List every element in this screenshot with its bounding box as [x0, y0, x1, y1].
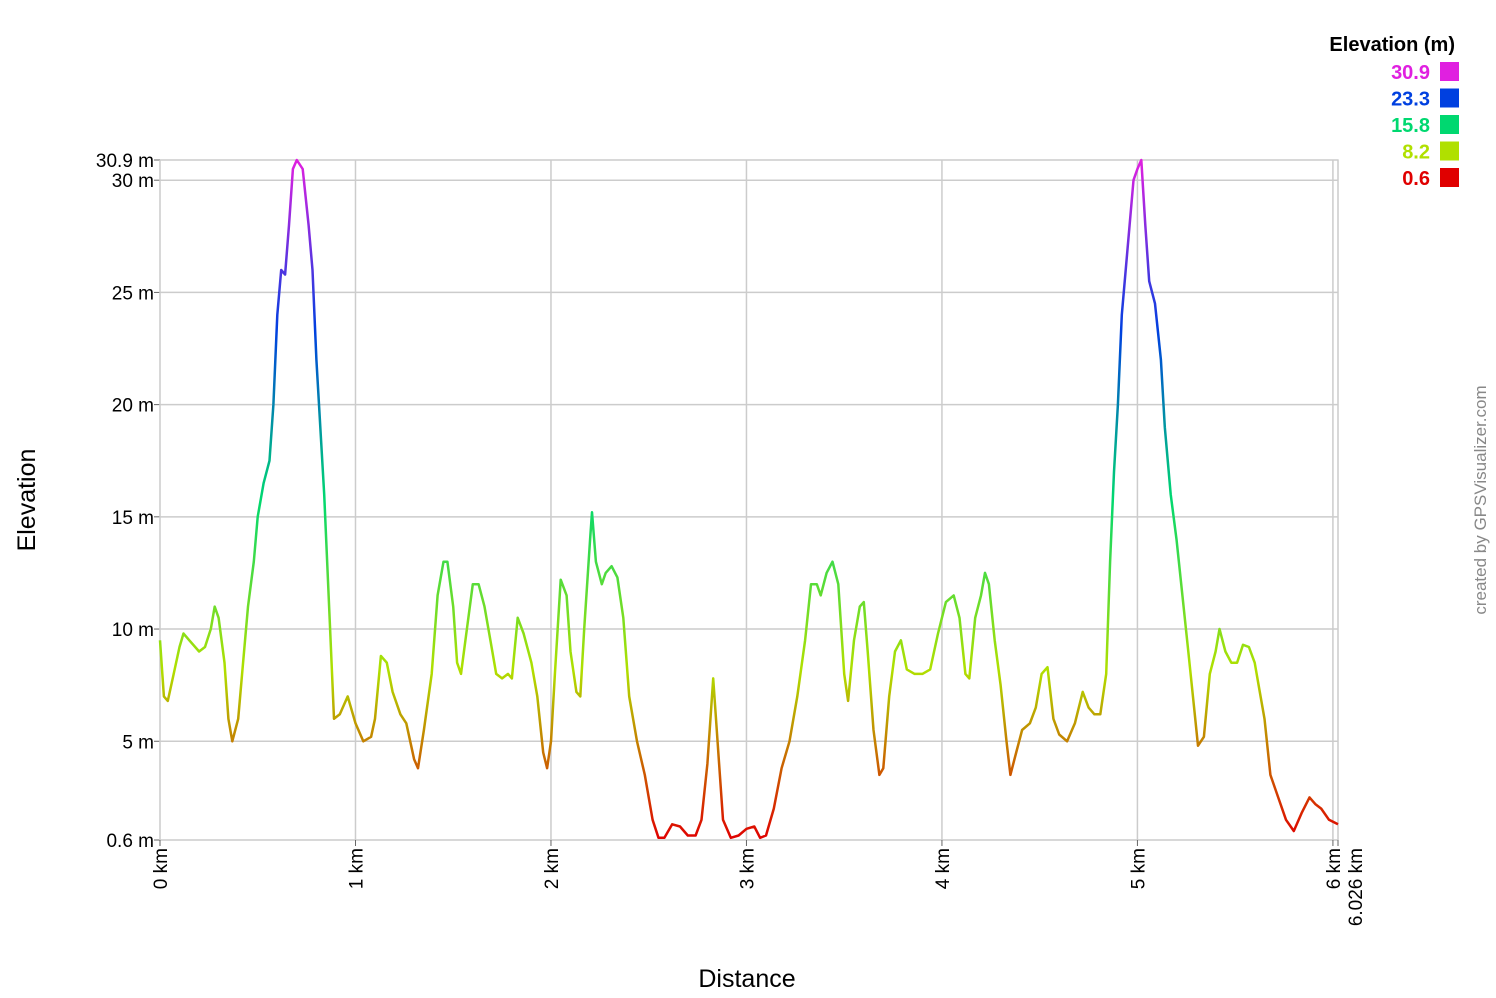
legend-title: Elevation (m)	[1329, 34, 1455, 56]
x-tick-label: 5 km	[1128, 848, 1149, 889]
x-tick-label: 6 km	[1324, 848, 1345, 889]
x-tick-label: 0 km	[151, 848, 172, 889]
legend-swatch	[1440, 168, 1459, 187]
legend-label: 15.8	[1391, 115, 1430, 137]
y-tick-label: 5 m	[122, 732, 154, 753]
x-tick-label: 1 km	[346, 848, 367, 889]
y-tick-label: 20 m	[112, 396, 154, 417]
legend-label: 23.3	[1391, 89, 1430, 111]
y-tick-label: 30 m	[112, 171, 154, 192]
watermark: created by GPSVisualizer.com	[1471, 385, 1490, 614]
x-tick-label: 3 km	[737, 848, 758, 889]
x-tick-label: 4 km	[933, 848, 954, 889]
plot-area	[159, 159, 1339, 841]
legend-swatch	[1440, 141, 1459, 161]
legend-swatch	[1440, 62, 1459, 81]
legend-label: 0.6	[1402, 168, 1430, 190]
y-tick-label: 10 m	[112, 620, 154, 641]
y-tick-label: 0.6 m	[106, 831, 154, 852]
y-tick-label: 25 m	[112, 283, 154, 304]
legend-swatch	[1440, 88, 1459, 108]
y-tick-label: 15 m	[112, 508, 154, 529]
x-axis-title: Distance	[698, 965, 795, 993]
x-tick-label: 2 km	[542, 848, 563, 889]
x-tick-label: 6.026 km	[1346, 848, 1367, 926]
legend-swatch	[1440, 115, 1459, 134]
legend-label: 30.9	[1391, 62, 1430, 84]
y-axis-title: Elevation	[13, 449, 41, 552]
legend-label: 8.2	[1402, 142, 1430, 164]
y-tick-label: 30.9 m	[96, 151, 154, 172]
elevation-line	[158, 158, 1339, 840]
